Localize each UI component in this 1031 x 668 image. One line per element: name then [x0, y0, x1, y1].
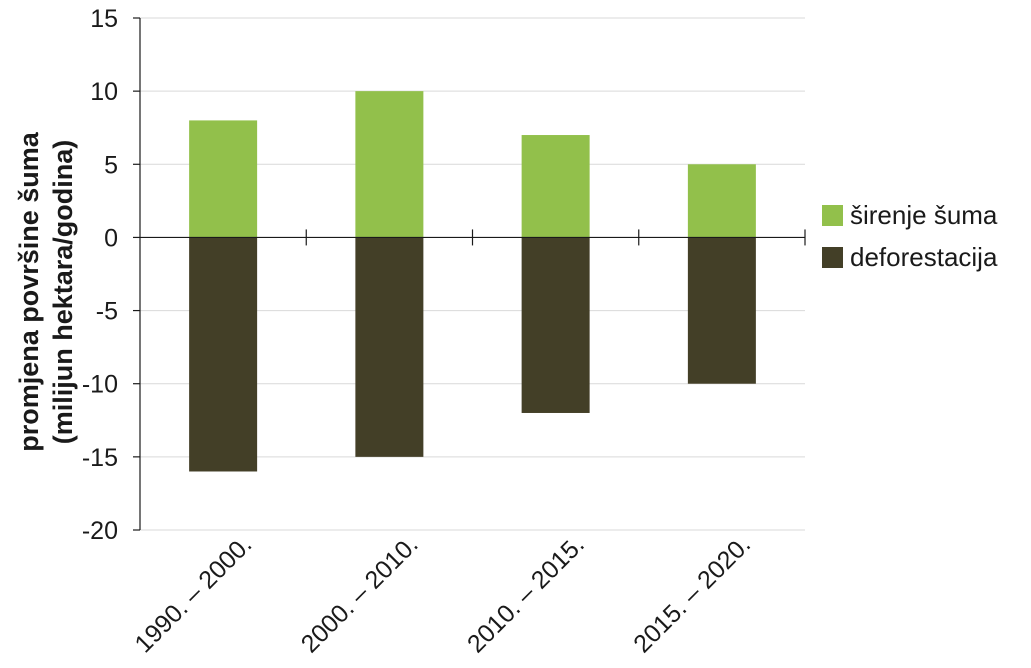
x-tick-label: 2010. – 2015. [462, 530, 590, 658]
bar-expansion [521, 135, 590, 238]
y-tick-labels: 15 10 5 0 -5 -10 -15 -20 [82, 5, 118, 545]
legend-label-deforestation: deforestacija [850, 242, 998, 272]
legend-swatch-expansion [822, 205, 843, 226]
y-tick-label: -10 [82, 371, 118, 399]
y-axis-label: promjena površine šuma (milijun hektara/… [14, 131, 78, 452]
axes [133, 17, 806, 531]
y-tick-label: 10 [90, 78, 118, 106]
bar-expansion [355, 91, 424, 238]
y-tick-label: 5 [104, 151, 118, 179]
x-tick-labels: 1990. – 2000. 2000. – 2010. 2010. – 2015. 2… [129, 530, 756, 658]
y-tick-label: -15 [82, 444, 118, 472]
y-axis-label-line-2: (milijun hektara/godina) [48, 140, 78, 445]
y-tick-label: 0 [104, 224, 118, 252]
legend-label-expansion: širenje šuma [850, 200, 998, 230]
y-tick-label: 15 [90, 5, 118, 33]
x-tick-label: 1990. – 2000. [129, 530, 257, 658]
y-tick-label: -5 [96, 298, 118, 326]
x-tick-label: 2000. – 2010. [296, 530, 424, 658]
bar-expansion [189, 120, 258, 238]
bar-deforestation [521, 237, 590, 413]
bar-expansion [687, 164, 756, 238]
legend: širenje šuma deforestacija [822, 200, 998, 272]
legend-swatch-deforestation [822, 247, 843, 268]
bars [189, 91, 756, 472]
y-axis-label-line-1: promjena površine šuma [14, 131, 44, 452]
bar-deforestation [189, 237, 258, 472]
bar-deforestation [687, 237, 756, 384]
bar-deforestation [355, 237, 424, 457]
y-tick-label: -20 [82, 517, 118, 545]
x-tick-label: 2015. – 2020. [628, 530, 756, 658]
